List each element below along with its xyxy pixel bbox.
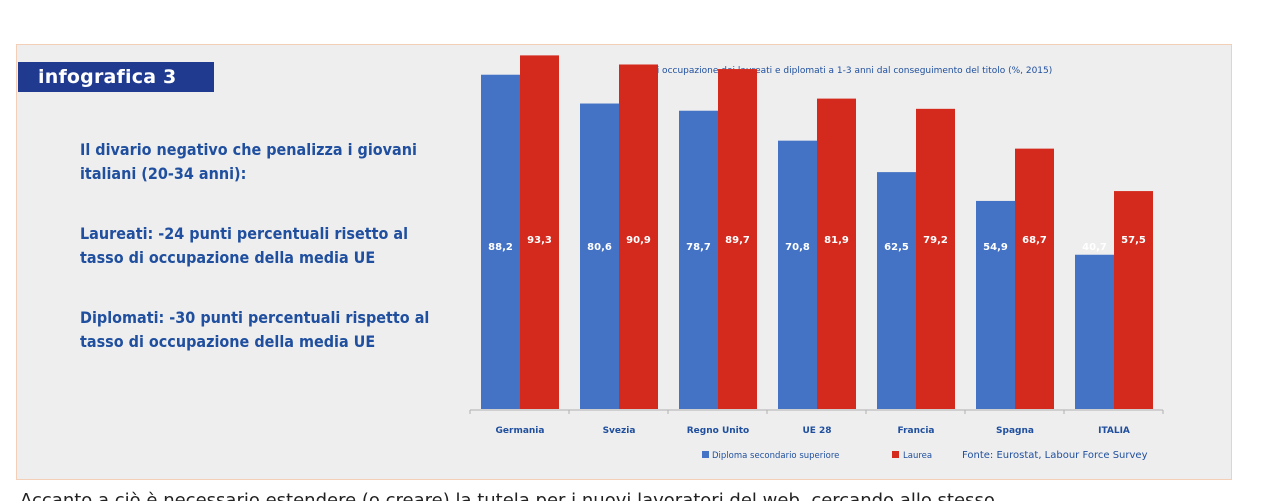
message-line: Diplomati: -30 punti percentuali rispett… [80,308,430,327]
bar-diploma [1075,254,1114,409]
category-label: Germania [496,426,545,436]
bar-value-label: 40,7 [1082,242,1107,253]
message-graduates: Laureati: -24 punti percentuali risetto … [80,222,460,270]
message-line: italiani (20-34 anni): [80,164,247,183]
bar-value-label: 80,6 [587,242,612,253]
bar-value-label: 68,7 [1022,235,1047,246]
bar-diploma [877,172,916,409]
bar-laurea [916,108,955,409]
bar-value-label: 54,9 [983,242,1008,253]
bar-laurea [1114,191,1153,409]
bar-laurea [718,69,757,410]
category-label: Spagna [996,426,1034,436]
bar-diploma [976,200,1015,409]
bar-value-label: 88,2 [488,242,513,253]
category-label: Svezia [603,426,636,436]
bar-value-label: 89,7 [725,235,750,246]
message-line: tasso di occupazione della media UE [80,248,376,267]
bar-diploma [481,74,520,410]
message-line: tasso di occupazione della media UE [80,332,376,351]
bar-laurea [817,98,856,409]
bar-diploma [778,140,817,409]
bar-value-label: 78,7 [686,242,711,253]
bar-value-label: 81,9 [824,235,849,246]
bar-value-label: 57,5 [1121,235,1146,246]
message-line: Il divario negativo che penalizza i giov… [80,140,417,159]
legend-label-diploma: Diploma secondario superiore [712,451,839,461]
article-text: Accanto a ciò è necessario estendere (o … [20,490,995,501]
chart-source: Fonte: Eurostat, Labour Force Survey [962,450,1148,461]
message-gap: Il divario negativo che penalizza i giov… [80,138,460,186]
category-label: Regno Unito [687,426,750,436]
message-diploma: Diplomati: -30 punti percentuali rispett… [80,306,460,354]
bar-diploma [580,103,619,409]
legend-swatch-laurea [892,451,899,458]
bar-laurea [619,64,658,409]
bar-value-label: 93,3 [527,235,552,246]
bar-diploma [679,110,718,410]
bar-laurea [520,55,559,409]
chart-title: Tasso di occupazione dei laureati e dipl… [623,66,1053,76]
bar-value-label: 90,9 [626,235,651,246]
legend-label-laurea: Laurea [903,451,932,461]
bar-laurea [1015,148,1054,409]
category-label: Francia [898,426,935,436]
bar-value-label: 62,5 [884,242,909,253]
bar-value-label: 70,8 [785,242,810,253]
legend-swatch-diploma [702,451,709,458]
category-label: ITALIA [1098,426,1130,436]
category-label: UE 28 [802,426,831,436]
bar-value-label: 79,2 [923,235,948,246]
infographic-tag: infografica 3 [18,62,214,92]
message-line: Laureati: -24 punti percentuali risetto … [80,224,409,243]
